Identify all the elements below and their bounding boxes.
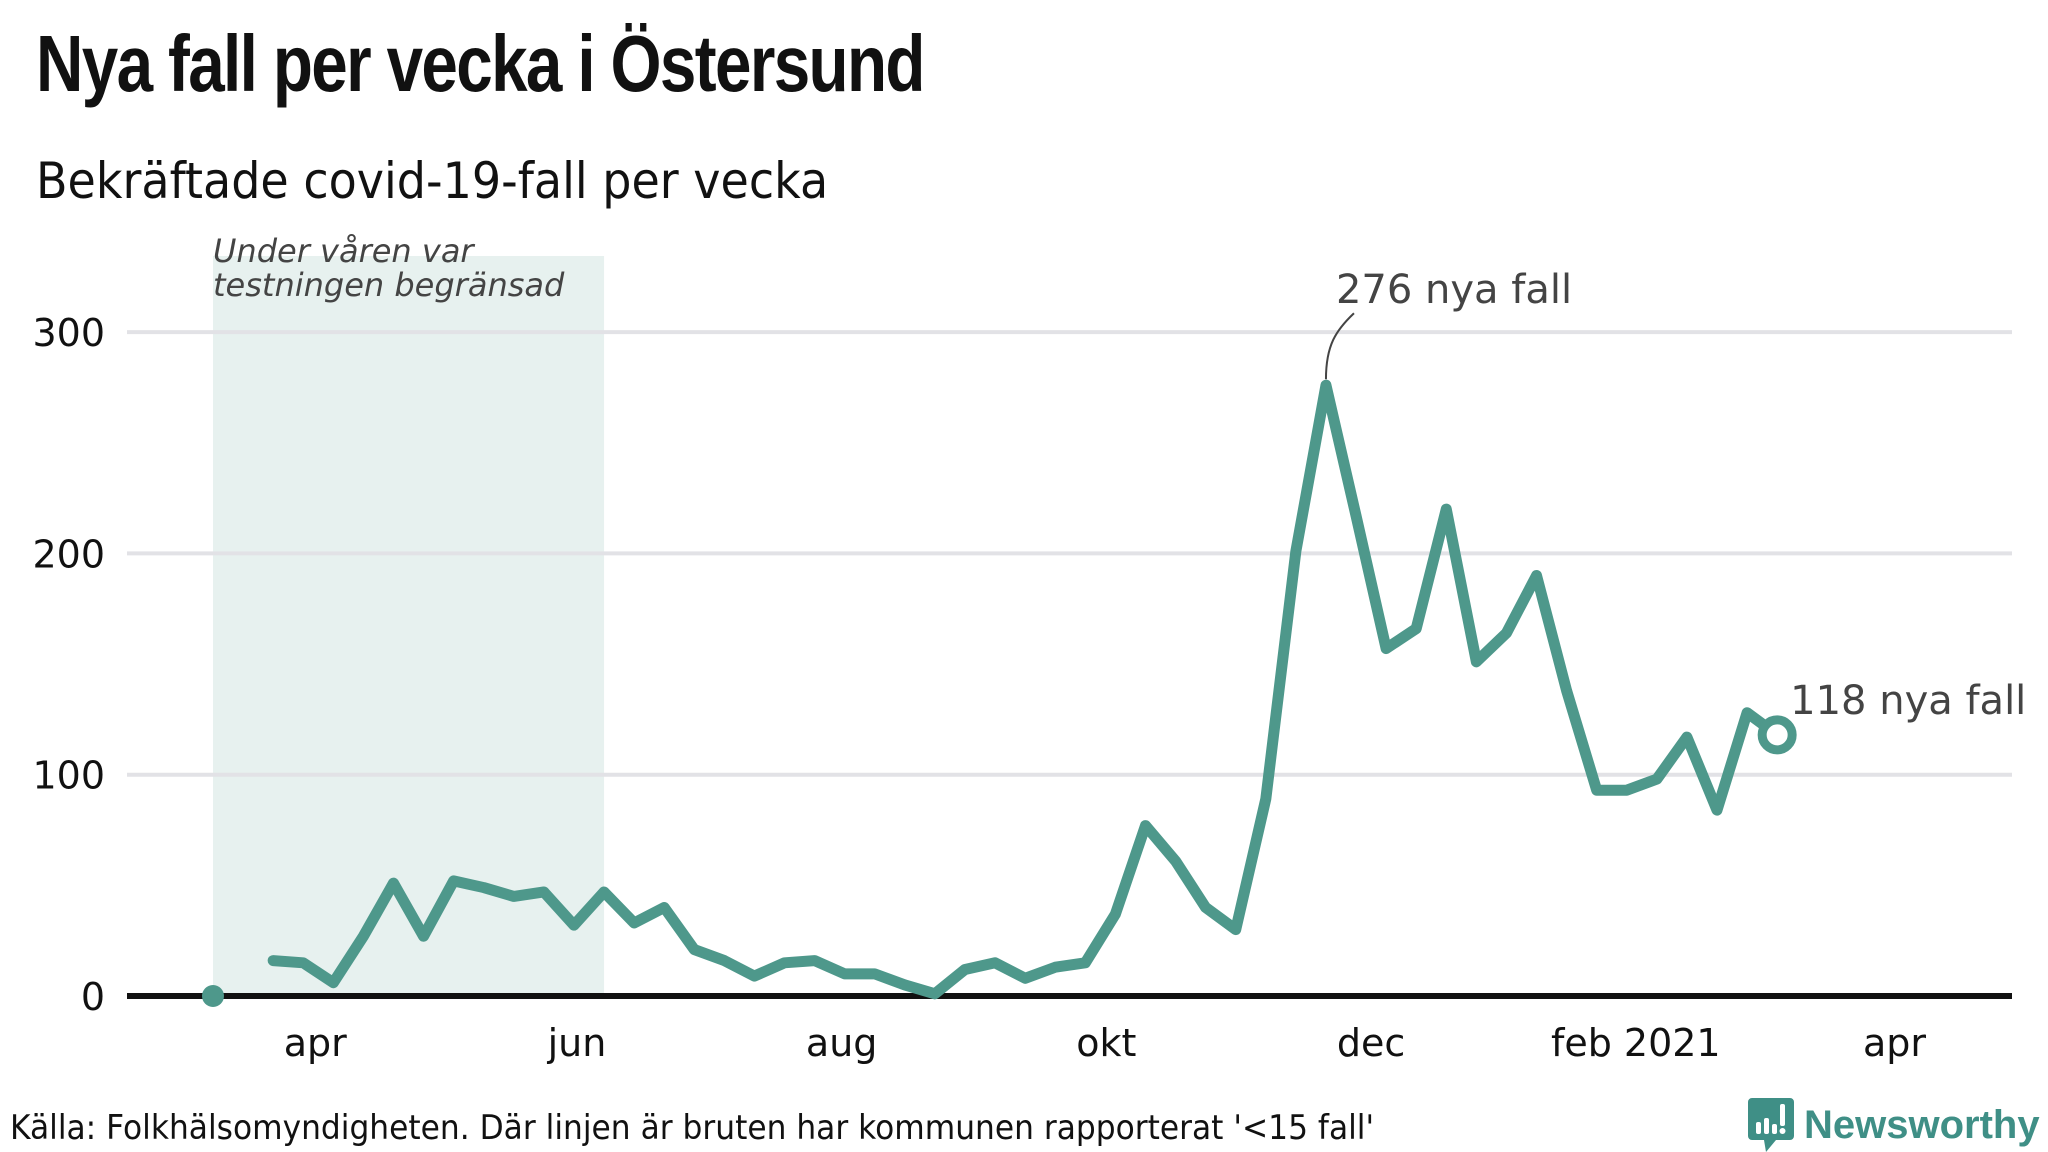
source-note: Källa: Folkhälsomyndigheten. Där linjen … (10, 1108, 1375, 1148)
peak-annotation-connector (1324, 312, 1355, 380)
limited-testing-shaded-region (213, 256, 605, 996)
x-tick-label: dec (1337, 1021, 1405, 1065)
latest-value-marker (1757, 715, 1797, 755)
latest-annotation-label: 118 nya fall (1790, 678, 2026, 724)
shaded-region-label-line1: Under våren var (213, 232, 475, 270)
y-tick-label-200: 200 (32, 532, 105, 576)
x-tick-label: apr (284, 1021, 347, 1065)
y-tick-label-100: 100 (32, 754, 105, 798)
isolated-data-point (202, 985, 224, 1007)
chart-subtitle: Bekräftade covid-19-fall per vecka (36, 152, 829, 210)
x-tick-label: feb 2021 (1551, 1021, 1721, 1065)
newsworthy-chart-bubble-icon (1748, 1098, 1794, 1152)
newsworthy-logo: Newsworthy (1748, 1098, 2040, 1152)
y-tick-label-300: 300 (32, 311, 105, 355)
chart-title: Nya fall per vecka i Östersund (36, 19, 925, 108)
shaded-region-label-line2: testningen begränsad (213, 266, 565, 304)
x-tick-label: aug (806, 1021, 878, 1065)
y-tick-label-0: 0 (81, 975, 105, 1019)
x-tick-label: jun (547, 1021, 607, 1065)
peak-annotation-label: 276 nya fall (1336, 267, 1572, 313)
x-tick-label: apr (1863, 1021, 1926, 1065)
x-tick-label: okt (1076, 1021, 1136, 1065)
brand-name: Newsworthy (1804, 1102, 2040, 1147)
cases-line-segment-1 (267, 379, 1783, 1000)
